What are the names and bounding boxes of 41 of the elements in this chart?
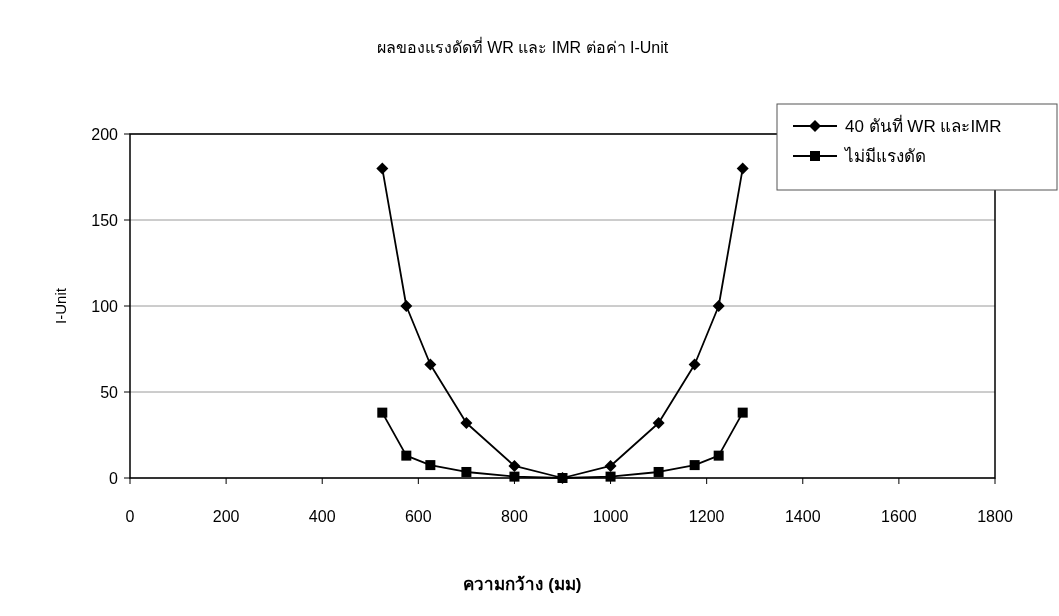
x-tick-label: 400 — [308, 508, 336, 525]
point — [509, 471, 520, 482]
point — [425, 460, 436, 471]
x-tick-label: 1000 — [592, 508, 629, 525]
point — [713, 450, 724, 461]
point — [688, 358, 701, 371]
y-tick-label: 100 — [91, 298, 119, 315]
x-tick-label: 800 — [501, 508, 528, 525]
point — [604, 459, 617, 472]
chart-title: ผลของแรงดัดที่ WR และ IMR ต่อค่า I-Unit — [376, 36, 669, 56]
x-tick-label: 200 — [212, 508, 240, 525]
x-tick-label: 1800 — [977, 508, 1013, 525]
point — [461, 466, 472, 477]
x-tick-label: 1200 — [688, 508, 725, 525]
x-tick-label: 0 — [125, 508, 135, 525]
x-tick-label: 600 — [404, 508, 432, 525]
legend-label: ไม่มีแรงดัด — [843, 146, 926, 166]
x-tick-label: 1600 — [881, 508, 917, 525]
point — [653, 466, 664, 477]
y-tick-label: 150 — [91, 212, 119, 229]
legend-label: 40 ตันที่ WR และIMR — [845, 114, 1002, 136]
y-tick-label: 0 — [109, 470, 119, 487]
point — [424, 358, 437, 371]
y-axis-title: I-Unit — [52, 287, 69, 324]
point — [737, 407, 748, 418]
point — [460, 416, 473, 429]
point — [401, 450, 412, 461]
x-tick-label: 1400 — [784, 508, 821, 525]
point — [605, 471, 616, 482]
point — [652, 416, 665, 429]
point — [400, 300, 413, 312]
point — [508, 459, 521, 472]
point — [557, 473, 568, 483]
point — [712, 300, 725, 312]
y-tick-label: 200 — [91, 126, 119, 143]
x-axis-title: ความกว้าง (มม) — [463, 575, 582, 594]
point — [689, 460, 700, 471]
point — [376, 162, 389, 175]
point — [377, 407, 388, 418]
y-tick-label: 50 — [100, 384, 119, 401]
point — [736, 162, 749, 175]
